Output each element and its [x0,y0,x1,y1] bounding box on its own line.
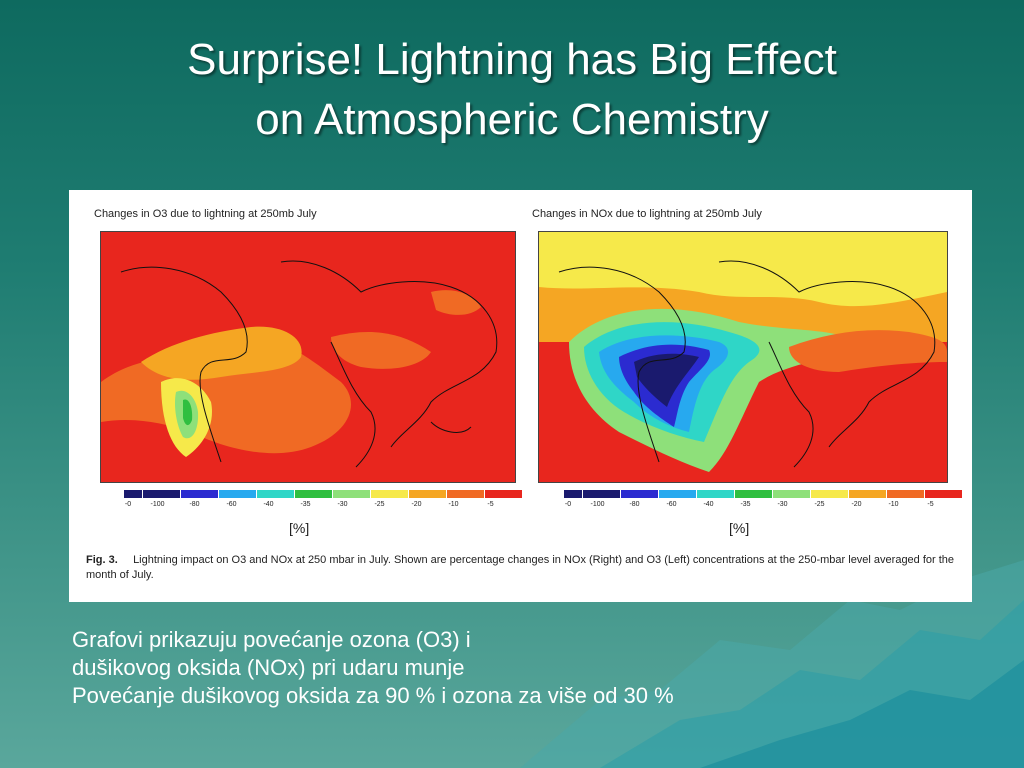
caption-label: Fig. 3. [86,554,118,566]
title-line-2: on Atmospheric Chemistry [255,95,769,144]
tick-label: -80 [189,501,200,508]
slide-title: Surprise! Lightning has Big Effect on At… [40,30,984,150]
right-map-title: Changes in NOx due to lightning at 250mb… [532,208,762,220]
tick-label: -5 [927,501,934,508]
colorbar-segment [447,490,485,498]
tick-label: -25 [374,501,385,508]
colorbar-segment [257,490,295,498]
tick-label: -35 [300,501,311,508]
colorbar-segment [181,490,219,498]
tick-label: -40 [703,501,714,508]
tick-label: -35 [740,501,751,508]
tick-label: -30 [777,501,788,508]
right-colorbar [564,490,963,498]
colorbar-segment [295,490,333,498]
colorbar-segment [887,490,925,498]
left-colorbar-ticks: -0 -100 -80 -60 -40 -35 -30 -25 -20 -10 … [117,501,509,508]
colorbar-segment [219,490,257,498]
colorbar-segment [659,490,697,498]
right-colorbar-ticks: -0 -100 -80 -60 -40 -35 -30 -25 -20 -10 … [557,501,949,508]
left-map-title: Changes in O3 due to lightning at 250mb … [94,208,317,220]
colorbar-segment [143,490,181,498]
tick-label: -80 [629,501,640,508]
body-line-3: Povećanje dušikovog oksida za 90 % i ozo… [72,683,674,708]
tick-label: -20 [851,501,862,508]
colorbar-segment [583,490,621,498]
body-line-2: dušikovog oksida (NOx) pri udaru munje [72,655,465,680]
tick-label: -20 [411,501,422,508]
caption-text: Lightning impact on O3 and NOx at 250 mb… [86,554,955,581]
colorbar-segment [485,490,523,498]
colorbar-segment [811,490,849,498]
tick-label: -60 [226,501,237,508]
tick-label: -100 [150,501,165,508]
colorbar-segment [409,490,447,498]
colorbar-segment [621,490,659,498]
tick-label: -25 [814,501,825,508]
tick-label: -10 [448,501,459,508]
figure-image: Changes in O3 due to lightning at 250mb … [69,190,972,602]
body-line-1: Grafovi prikazuju povećanje ozona (O3) i [72,627,471,652]
colorbar-segment [773,490,811,498]
o3-change-map [100,231,516,483]
colorbar-segment [697,490,735,498]
tick-label: -10 [888,501,899,508]
figure-caption: Fig. 3. Lightning impact on O3 and NOx a… [86,553,966,583]
colorbar-segment [735,490,773,498]
colorbar-segment [371,490,409,498]
colorbar-segment [564,490,583,498]
nox-change-map [538,231,948,483]
tick-label: -5 [487,501,494,508]
colorbar-segment [925,490,963,498]
colorbar-segment [849,490,887,498]
tick-label: -0 [124,501,132,508]
slide-body-text: Grafovi prikazuju povećanje ozona (O3) i… [72,626,992,710]
title-line-1: Surprise! Lightning has Big Effect [187,35,837,84]
left-unit-label: [%] [289,520,310,536]
right-unit-label: [%] [729,520,750,536]
tick-label: -0 [564,501,572,508]
tick-label: -40 [263,501,274,508]
left-colorbar [124,490,523,498]
tick-label: -100 [590,501,605,508]
colorbar-segment [124,490,143,498]
tick-label: -30 [337,501,348,508]
tick-label: -60 [666,501,677,508]
colorbar-segment [333,490,371,498]
